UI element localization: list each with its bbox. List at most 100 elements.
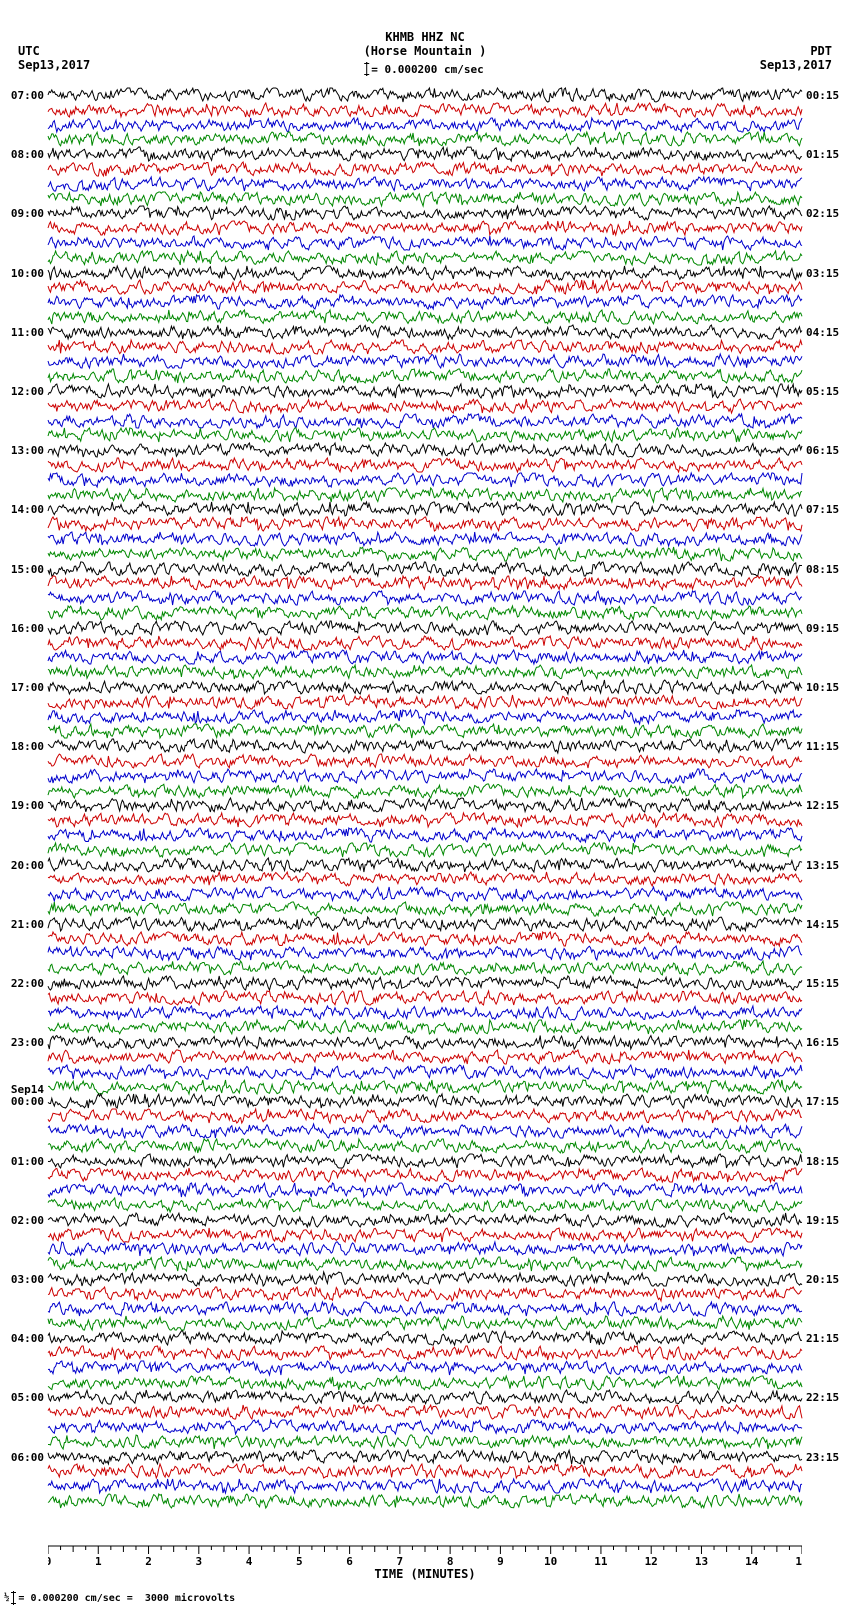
seismic-trace <box>48 1168 802 1182</box>
svg-text:13: 13 <box>695 1555 708 1568</box>
footer-text-b: 3000 microvolts <box>145 1593 235 1604</box>
seismic-trace <box>48 1450 802 1464</box>
header: KHMB HHZ NC (Horse Mountain ) = 0.000200… <box>0 0 850 85</box>
pdt-hour-label: 01:15 <box>802 148 839 161</box>
seismic-trace <box>48 251 802 265</box>
utc-hour-label: 08:00 <box>11 148 48 161</box>
utc-hour-label: 06:00 <box>11 1451 48 1464</box>
pdt-hour-label: 16:15 <box>802 1036 839 1049</box>
seismic-trace <box>48 1020 802 1034</box>
seismic-trace <box>48 562 802 576</box>
seismic-trace <box>48 1065 802 1079</box>
seismic-trace <box>48 710 802 724</box>
seismic-trace <box>48 813 802 827</box>
seismic-trace <box>48 665 802 679</box>
seismic-trace <box>48 488 802 502</box>
pdt-hour-label: 00:15 <box>802 89 839 102</box>
pdt-hour-label: 09:15 <box>802 622 839 635</box>
svg-text:10: 10 <box>544 1555 557 1568</box>
seismic-trace <box>48 961 802 975</box>
pdt-hour-label: 18:15 <box>802 1155 839 1168</box>
pdt-hour-label: 19:15 <box>802 1214 839 1227</box>
seismic-trace <box>48 88 802 102</box>
utc-hour-label: 23:00 <box>11 1036 48 1049</box>
utc-hour-label: 22:00 <box>11 977 48 990</box>
scale-bar-icon <box>366 62 367 76</box>
utc-hour-label: 18:00 <box>11 740 48 753</box>
svg-text:11: 11 <box>594 1555 608 1568</box>
seismic-trace <box>48 443 802 457</box>
pdt-hour-label: 04:15 <box>802 326 839 339</box>
x-axis: 0123456789101112131415 TIME (MINUTES) <box>48 1545 802 1585</box>
seismic-trace <box>48 295 802 309</box>
seismic-trace <box>48 1435 802 1449</box>
utc-hour-label: 11:00 <box>11 326 48 339</box>
seismic-trace <box>48 340 802 354</box>
seismic-trace <box>48 1390 802 1404</box>
pdt-hour-label: 06:15 <box>802 444 839 457</box>
utc-hour-label: 16:00 <box>11 622 48 635</box>
seismic-trace <box>48 1109 802 1123</box>
utc-hour-label: 14:00 <box>11 503 48 516</box>
seismic-trace <box>48 517 802 531</box>
utc-hour-label: 09:00 <box>11 207 48 220</box>
seismic-trace <box>48 724 802 738</box>
seismic-trace <box>48 680 802 694</box>
station-name: (Horse Mountain ) <box>364 44 487 58</box>
utc-hour-label: 13:00 <box>11 444 48 457</box>
seismic-trace <box>48 1228 802 1242</box>
utc-hour-label: 17:00 <box>11 681 48 694</box>
seismic-trace <box>48 162 802 176</box>
seismic-trace <box>48 1331 802 1345</box>
utc-hour-label: 07:00 <box>11 89 48 102</box>
seismic-trace <box>48 280 802 294</box>
seismic-trace <box>48 1272 802 1286</box>
seismic-trace <box>48 976 802 990</box>
left-timezone: UTC <box>18 44 40 58</box>
seismic-trace <box>48 1494 802 1508</box>
seismic-trace <box>48 650 802 664</box>
seismic-trace <box>48 502 802 516</box>
seismic-trace <box>48 1405 802 1419</box>
seismic-trace <box>48 1213 802 1227</box>
utc-hour-label: 00:00 <box>11 1095 48 1108</box>
seismic-trace <box>48 221 802 235</box>
utc-hour-label: 10:00 <box>11 267 48 280</box>
seismic-trace <box>48 1479 802 1493</box>
seismic-trace <box>48 769 802 783</box>
scale-indicator: = 0.000200 cm/sec <box>366 62 484 76</box>
seismic-trace <box>48 428 802 442</box>
seismic-trace <box>48 103 802 117</box>
seismic-trace <box>48 1257 802 1271</box>
pdt-hour-label: 11:15 <box>802 740 839 753</box>
seismic-trace <box>48 1139 802 1153</box>
utc-hour-label: 02:00 <box>11 1214 48 1227</box>
seismic-trace <box>48 1302 802 1316</box>
seismic-trace <box>48 1006 802 1020</box>
pdt-hour-label: 14:15 <box>802 918 839 931</box>
svg-text:12: 12 <box>645 1555 658 1568</box>
seismic-trace <box>48 1080 802 1094</box>
pdt-hour-label: 21:15 <box>802 1332 839 1345</box>
seismic-trace <box>48 1094 802 1108</box>
seismic-trace <box>48 917 802 931</box>
pdt-hour-label: 20:15 <box>802 1273 839 1286</box>
pdt-hour-label: 05:15 <box>802 385 839 398</box>
footer-text-a: = 0.000200 cm/sec = <box>18 1593 132 1604</box>
right-timezone: PDT <box>810 44 832 58</box>
seismic-trace <box>48 591 802 605</box>
svg-text:15: 15 <box>795 1555 802 1568</box>
svg-text:0: 0 <box>48 1555 51 1568</box>
seismic-trace <box>48 784 802 798</box>
footer-scale-bar-icon <box>13 1591 14 1605</box>
seismic-trace <box>48 887 802 901</box>
seismic-trace <box>48 1242 802 1256</box>
seismic-trace <box>48 310 802 324</box>
seismic-trace <box>48 991 802 1005</box>
seismic-trace <box>48 1035 802 1049</box>
seismic-trace <box>48 1124 802 1138</box>
pdt-hour-label: 08:15 <box>802 563 839 576</box>
seismic-trace <box>48 576 802 590</box>
pdt-hour-label: 22:15 <box>802 1391 839 1404</box>
seismic-trace <box>48 932 802 946</box>
